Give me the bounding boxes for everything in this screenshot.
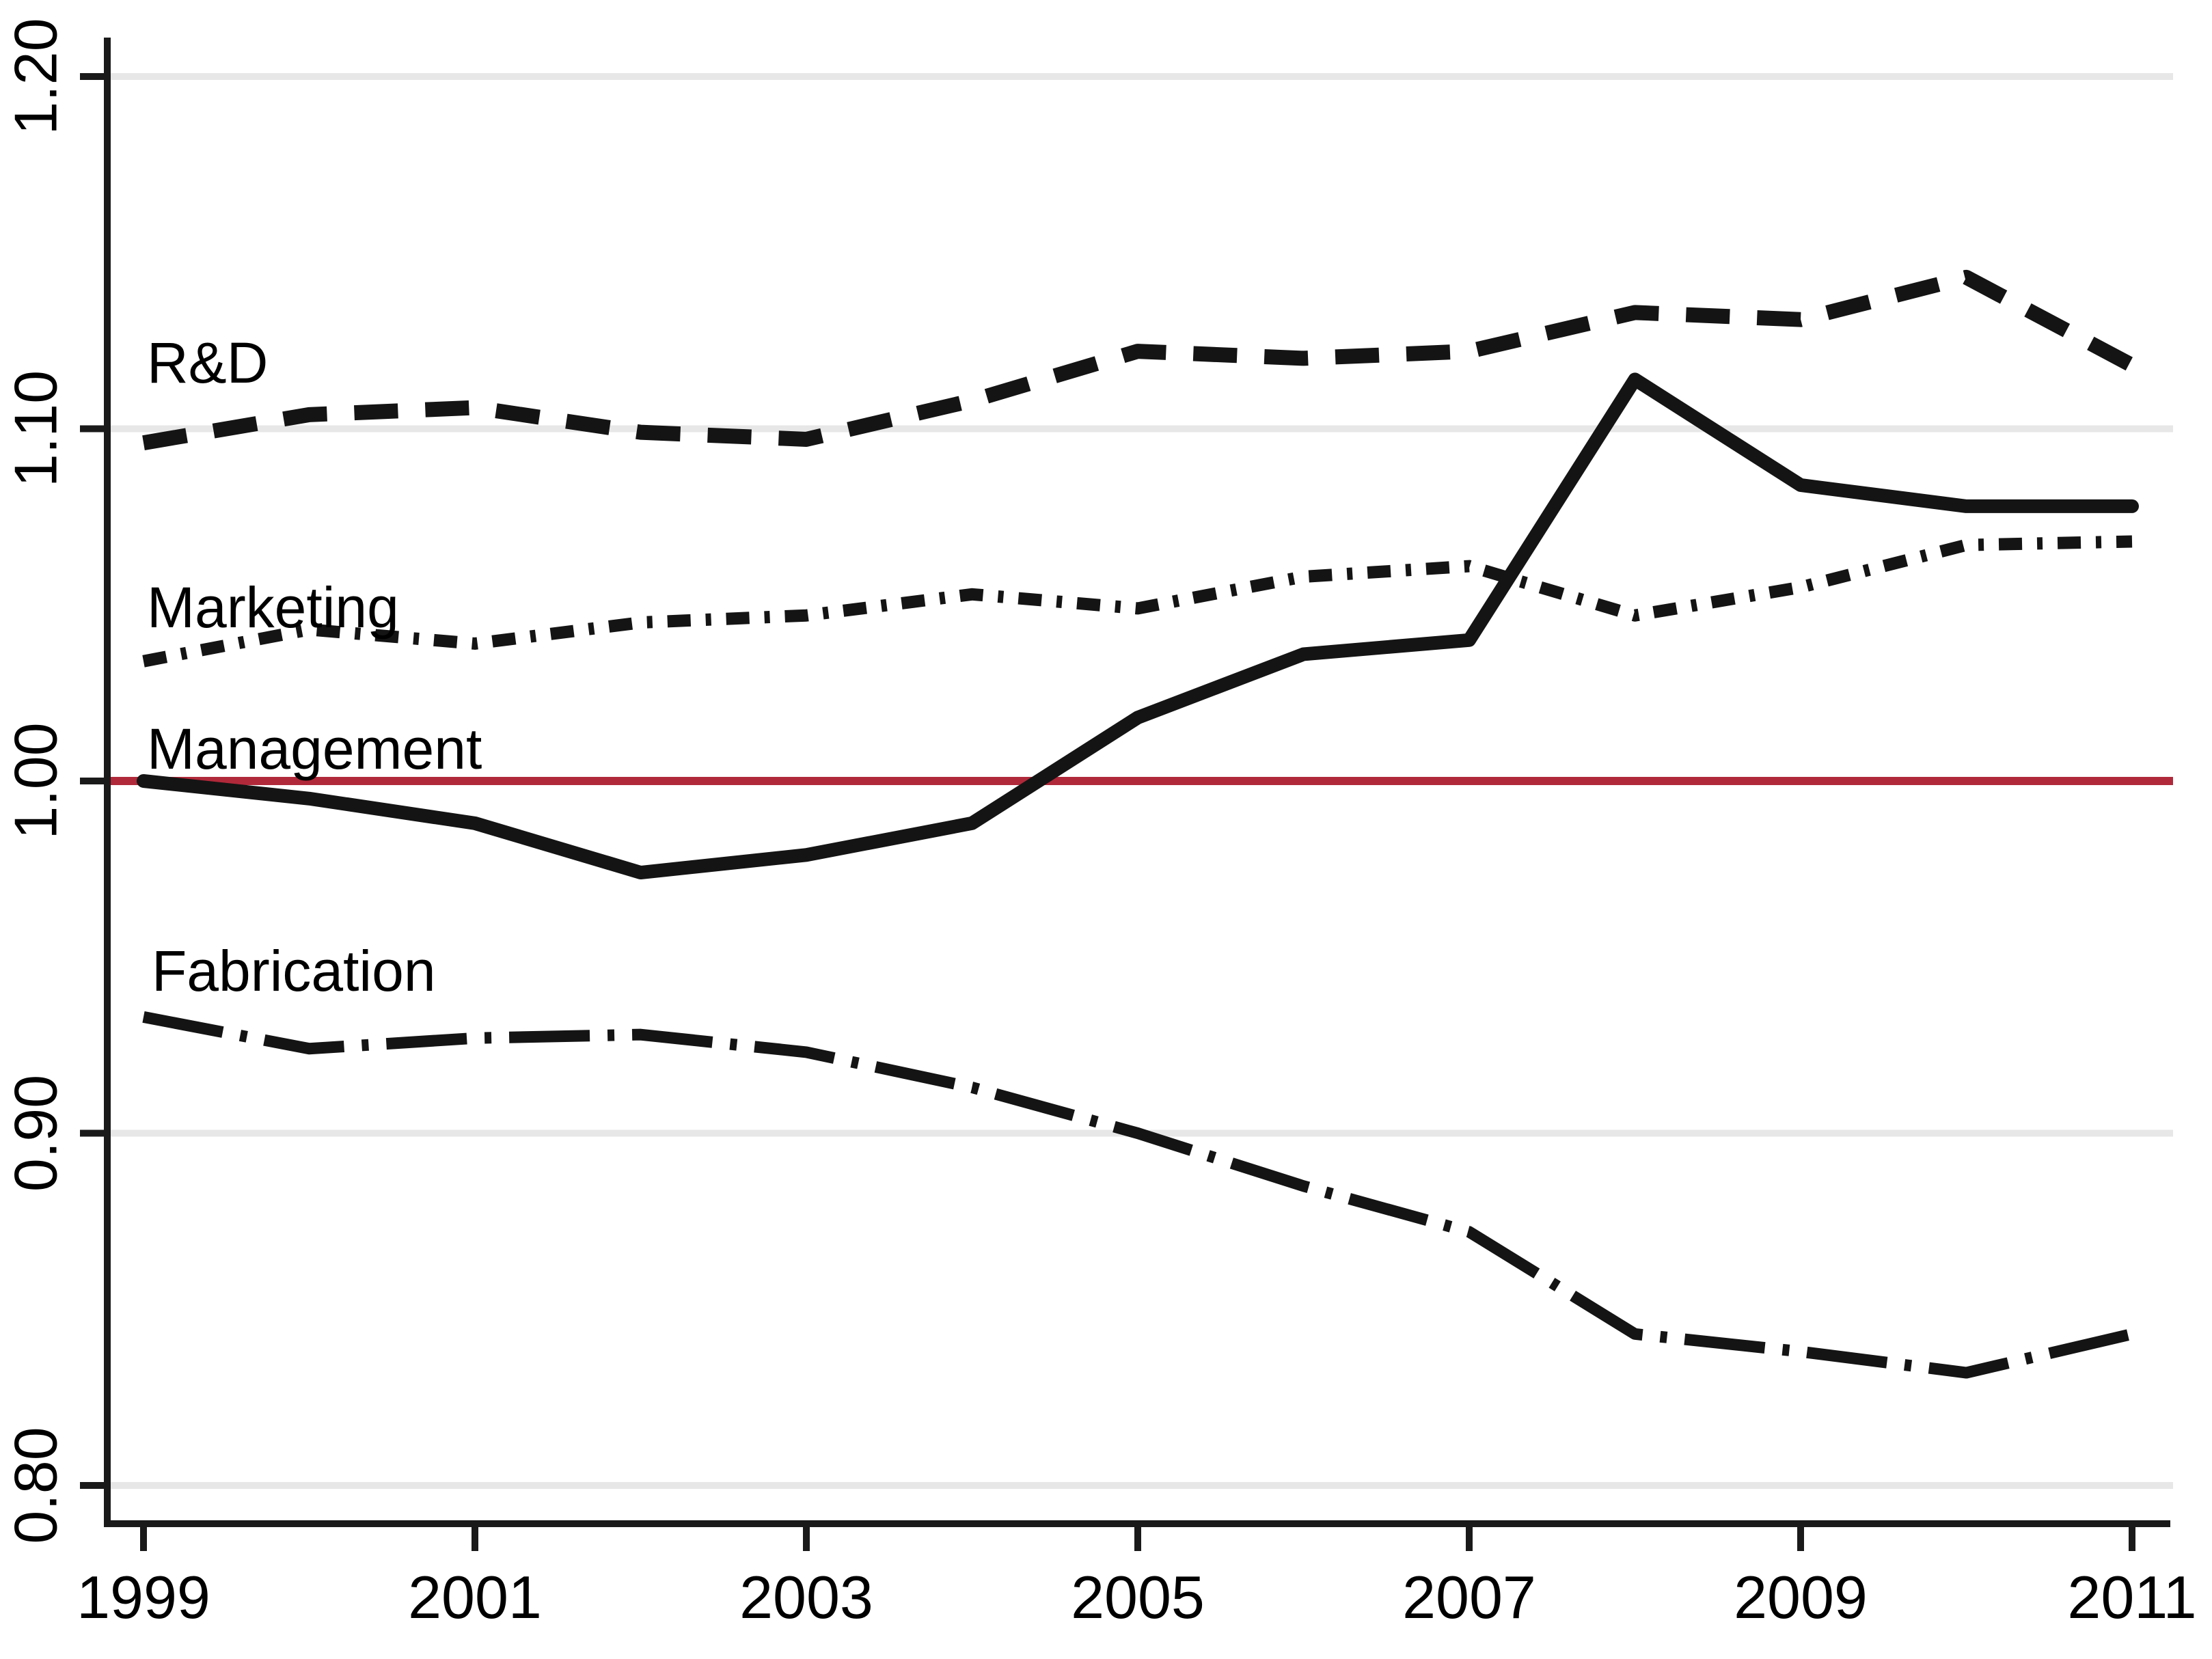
x-tick-label-2001: 2001 [408,1563,542,1631]
x-tick-label-1999: 1999 [77,1563,210,1631]
x-tick-label-2009: 2009 [1734,1563,1868,1631]
series-label-r-d: R&D [147,331,268,395]
series-line-management [137,372,2139,880]
series-label-fabrication: Fabrication [152,939,436,1003]
series-line-marketing [142,535,2133,668]
y-tick-label-0.80: 0.80 [2,1427,70,1544]
x-tick-label-2005: 2005 [1071,1563,1205,1631]
y-tick-label-0.90: 0.90 [2,1075,70,1192]
series-label-marketing: Marketing [147,575,399,640]
x-tick-label-2003: 2003 [739,1563,873,1631]
x-tick-label-2007: 2007 [1402,1563,1536,1631]
series-label-management: Management [147,717,482,781]
y-tick-label-1.00: 1.00 [2,722,70,839]
series-line-fabrication [142,1011,2133,1379]
x-tick-label-2011: 2011 [2067,1563,2196,1631]
series-line-r-d [142,269,2136,450]
y-tick-label-1.10: 1.10 [2,370,70,487]
y-tick-label-1.20: 1.20 [2,18,70,135]
